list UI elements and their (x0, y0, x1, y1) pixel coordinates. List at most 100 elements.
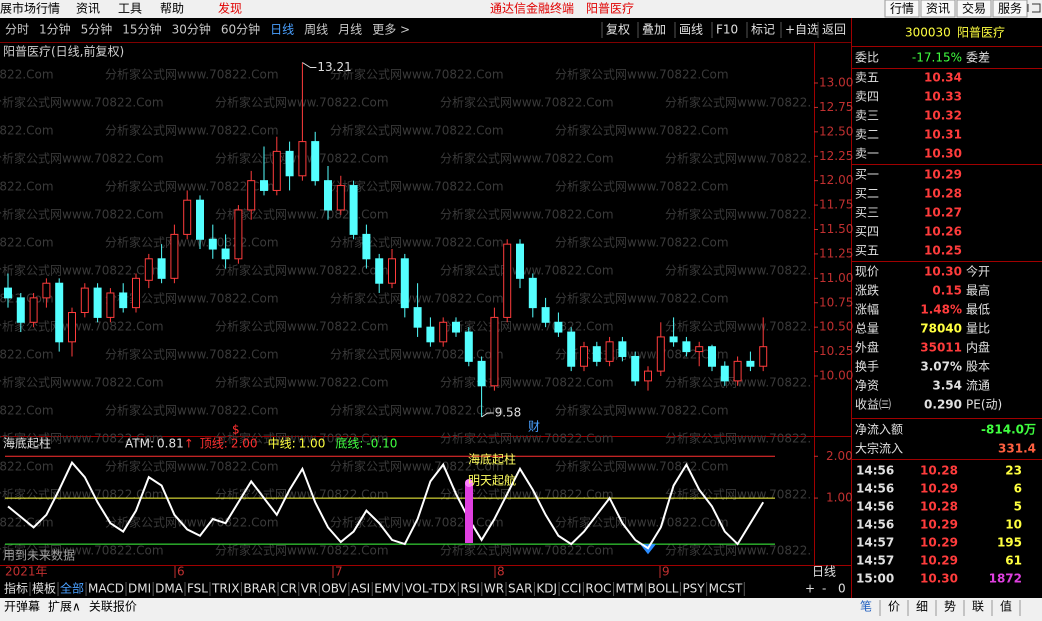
row-label: 大宗流入 (855, 441, 903, 456)
toolbar-button[interactable]: 叠加 (642, 23, 666, 37)
candle-body (503, 243, 512, 318)
status-button[interactable]: 扩展∧ (48, 600, 81, 614)
quote-tab[interactable]: 值 (1000, 599, 1012, 614)
row-label: 委比 (855, 51, 879, 65)
indicator-tab[interactable]: FSL (187, 582, 208, 596)
indicator-tab[interactable]: CCI (561, 582, 581, 596)
indicator-tab[interactable]: ROC (585, 582, 611, 596)
menu-button[interactable] (884, 0, 920, 18)
menu-button-label[interactable]: 资讯 (926, 2, 950, 16)
menu-item[interactable]: 资讯 (76, 2, 100, 16)
menu-button[interactable] (920, 0, 956, 18)
quote-tab[interactable]: 细 (916, 600, 928, 614)
watermark: 分析家公式网www.70822.Com (555, 291, 729, 306)
indicator-tab[interactable]: 模板 (32, 582, 56, 596)
period-button[interactable]: 日线 (270, 23, 294, 37)
menu-item[interactable]: 展市场行情 (0, 1, 60, 16)
menu-button-label[interactable]: 服务 (998, 1, 1022, 16)
status-button[interactable]: 关联报价 (89, 599, 137, 614)
indicator-tab[interactable]: EMV (374, 582, 401, 596)
quote-tab[interactable]: 价 (888, 600, 900, 614)
indicator-tab[interactable]: DMI (128, 582, 151, 596)
indicator-tab[interactable]: MACD (88, 582, 124, 596)
toolbar-button[interactable]: +自选 (785, 23, 819, 37)
indicator-tab[interactable]: ASI (351, 582, 370, 596)
indicator-arrow: ↑ (184, 437, 194, 451)
indicator-tab[interactable]: OBV (321, 582, 347, 596)
watermark: 分析家公式网www.70822.Com (330, 179, 504, 194)
zoom-control[interactable]: + (805, 582, 815, 596)
y-tick-label: 12.50 (819, 124, 853, 138)
indicator-tab[interactable]: VOL-TDX (404, 582, 456, 596)
stock-name: 阳普医疗 (957, 26, 1005, 40)
trade-volume: 61 (1005, 554, 1022, 568)
period-button[interactable]: 1分钟 (39, 22, 71, 37)
indicator-tab[interactable]: BOLL (648, 582, 679, 596)
period-button[interactable]: 30分钟 (172, 22, 211, 37)
candle-body (733, 360, 742, 382)
indicator-tab[interactable]: MCST (709, 582, 743, 596)
row-label: 卖三 (855, 109, 879, 123)
period-button[interactable]: 60分钟 (221, 22, 260, 37)
indicator-tab[interactable]: RSI (460, 582, 480, 596)
indicator-tab[interactable]: DMA (155, 582, 184, 596)
menu-button-label[interactable]: 行情 (890, 2, 914, 16)
watermark: 分析家公式网www.70822.Com (665, 263, 839, 278)
watermark: 分析家公式网www.70822.Com (330, 291, 504, 306)
watermark: 分析家公式网www.70822.Com (215, 95, 389, 110)
watermark: 分析家公式网www.70822.Com (555, 67, 729, 82)
toolbar-button[interactable]: 画线 (679, 23, 703, 37)
candle-body (400, 258, 409, 309)
indicator-tab[interactable]: 指标 (4, 581, 28, 596)
candle-body (196, 199, 204, 240)
menu-item[interactable]: 帮助 (160, 2, 184, 16)
date-label: 9 (662, 565, 670, 579)
zoom-control[interactable]: 0 (838, 582, 846, 596)
menu-item[interactable]: 工具 (118, 2, 142, 16)
candle-body (42, 282, 51, 299)
app-title: 阳普医疗 (586, 2, 634, 16)
warning: 用到未来数据 (3, 548, 75, 563)
menu-button[interactable] (956, 0, 992, 18)
period-button[interactable]: 月线 (338, 23, 362, 37)
toolbar-button[interactable]: 标记 (751, 23, 775, 37)
indicator-tab[interactable]: CR (280, 582, 297, 596)
menu-bar (0, 0, 1042, 18)
watermark: 分析家公式网www.70822.Com (105, 515, 279, 530)
period-button[interactable]: 分时 (5, 23, 29, 37)
status-button[interactable]: 开弹幕 (4, 600, 40, 614)
trade-volume: 10 (1005, 518, 1022, 532)
date-label: 7 (335, 565, 343, 579)
watermark: 分析家公式网www.70822.Com (665, 543, 839, 558)
candle-body (605, 341, 614, 362)
indicator-tab[interactable]: PSY (682, 582, 705, 596)
row-label: 流通 (966, 379, 990, 393)
toolbar-button[interactable]: F10 (716, 23, 738, 37)
zoom-control[interactable]: - (822, 582, 826, 596)
watermark: 分析家公式网www.70822.Com (105, 67, 279, 82)
period-button[interactable]: 周线 (304, 23, 328, 37)
period-button[interactable]: 5分钟 (81, 22, 113, 37)
watermark: 分析家公式网www.70822.Com (215, 263, 389, 278)
menu-item[interactable]: 发现 (218, 1, 242, 16)
menu-button[interactable] (992, 0, 1028, 18)
toolbar-button[interactable]: 返回 (822, 23, 846, 37)
indicator-tab[interactable]: SAR (508, 582, 532, 596)
indicator-tab[interactable]: MTM (616, 582, 644, 596)
indicator-tab[interactable]: KDJ (536, 582, 557, 596)
toolbar-button[interactable]: 复权 (606, 23, 630, 37)
high-label: 13.21 (317, 60, 351, 74)
quote-tab[interactable]: 笔 (860, 599, 872, 614)
quote-tab[interactable]: 联 (972, 600, 984, 614)
indicator-tab[interactable]: 全部 (60, 581, 84, 596)
y-tick-label: 10.25 (819, 344, 853, 358)
period-label: 日线 (812, 565, 836, 579)
period-button[interactable]: 更多 > (372, 23, 410, 37)
quote-tab[interactable]: 势 (944, 600, 956, 614)
indicator-tab[interactable]: WR (484, 582, 504, 596)
period-button[interactable]: 15分钟 (122, 22, 161, 37)
indicator-tab[interactable]: TRIX (211, 582, 239, 596)
menu-button-label[interactable]: 交易 (962, 1, 986, 16)
indicator-tab[interactable]: BRAR (243, 582, 276, 596)
indicator-tab[interactable]: VR (301, 582, 318, 596)
